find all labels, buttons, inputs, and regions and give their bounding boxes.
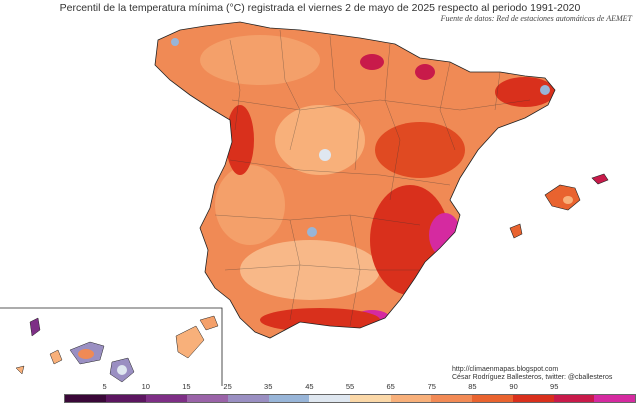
legend-tick: 85	[468, 382, 477, 391]
legend-swatch	[187, 395, 228, 402]
legend-swatch	[512, 395, 554, 402]
lanzarote	[199, 315, 219, 331]
catalonia-zone	[495, 77, 555, 107]
legend-swatch	[65, 395, 106, 402]
madrid-low-spot	[319, 149, 331, 161]
extremadura-zone	[215, 165, 285, 245]
cadiz-low-spot	[254, 336, 262, 338]
legend-swatch	[390, 395, 432, 402]
legend-swatch	[105, 395, 147, 402]
navarra-hotspot	[415, 64, 435, 80]
andalucia-zone	[240, 240, 380, 300]
legend-tick: 75	[427, 382, 436, 391]
data-source: Fuente de datos: Red de estaciones autom…	[440, 14, 632, 23]
legend-tick: 15	[182, 382, 191, 391]
canary-islands-inset	[0, 307, 223, 386]
map-title: Percentil de la temperatura mínima (°C) …	[59, 2, 581, 14]
legend-tick: 65	[386, 382, 395, 391]
credits-author: César Rodríguez Ballesteros, twitter: @c…	[452, 374, 613, 381]
menorca	[591, 173, 609, 185]
valencia-hotspot	[429, 213, 461, 257]
balearic-islands	[509, 173, 609, 239]
peninsula	[155, 22, 555, 338]
credits: http://climaenmapas.blogspot.com César R…	[452, 366, 612, 382]
mallorca-inner	[563, 196, 573, 204]
galicia-low-spot	[171, 38, 179, 46]
legend-tick: 10	[141, 382, 150, 391]
legend-swatch	[227, 395, 269, 402]
legend-tick: 95	[550, 382, 559, 391]
province-boundaries	[214, 29, 531, 327]
mallorca	[544, 184, 581, 211]
legend-swatch	[309, 395, 351, 402]
la-palma	[29, 317, 41, 337]
portugal-border-zone	[226, 105, 254, 175]
legend-tick: 25	[223, 382, 232, 391]
legend-swatch	[146, 395, 188, 402]
color-legend	[64, 394, 636, 403]
ciudad-real-low-spot	[307, 227, 317, 237]
legend-tick: 90	[509, 382, 518, 391]
legend-swatch	[350, 395, 391, 402]
legend-swatch	[472, 395, 513, 402]
legend-tick: 5	[102, 382, 107, 391]
south-coast-zone	[260, 308, 380, 332]
tenerife-inner	[78, 349, 94, 359]
gran-canaria-inner	[117, 365, 127, 375]
meseta-north-zone	[200, 35, 320, 85]
aragon-zone	[375, 122, 465, 178]
basque-hotspot	[360, 54, 384, 70]
legend-tick: 45	[305, 382, 314, 391]
ibiza	[509, 223, 523, 239]
legend-swatch	[553, 395, 595, 402]
legend-ticks: 5 10 15 25 35 45 55 65 75 85 90 95	[64, 382, 636, 392]
el-hierro	[15, 365, 25, 375]
legend-swatch	[431, 395, 473, 402]
credits-url[interactable]: http://climaenmapas.blogspot.com	[452, 366, 559, 373]
legend-swatch	[268, 395, 310, 402]
legend-tick: 35	[264, 382, 273, 391]
legend-swatch	[594, 395, 636, 402]
inset-frame	[0, 307, 223, 386]
peninsula-outline	[154, 21, 556, 339]
girona-low-spot	[540, 85, 550, 95]
fuerteventura	[175, 325, 205, 359]
la-gomera	[49, 349, 63, 365]
central-zone	[275, 105, 365, 175]
legend-tick: 55	[345, 382, 355, 391]
